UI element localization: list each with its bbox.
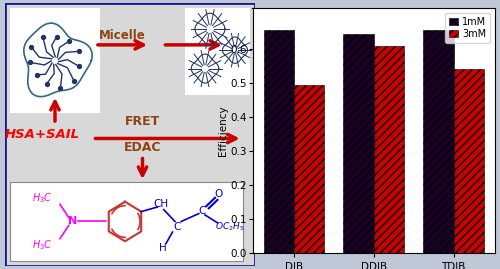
Text: C: C (174, 222, 181, 232)
Text: Micelle: Micelle (99, 29, 146, 42)
Text: EDAC: EDAC (124, 141, 161, 154)
Legend: 1mM, 3mM: 1mM, 3mM (444, 13, 490, 43)
Bar (294, 84, 324, 253)
Bar (344, 34, 374, 253)
FancyBboxPatch shape (10, 182, 242, 261)
Text: H: H (158, 243, 166, 253)
Text: $OC_2H_5$: $OC_2H_5$ (215, 221, 245, 233)
FancyBboxPatch shape (185, 8, 250, 95)
Text: N: N (68, 217, 77, 226)
Bar (374, 46, 404, 253)
Text: C: C (199, 206, 206, 216)
Text: O: O (214, 189, 223, 199)
Text: CH: CH (154, 199, 169, 209)
Text: $H_3C$: $H_3C$ (32, 191, 53, 205)
Bar (454, 69, 484, 253)
Bar (264, 30, 294, 253)
FancyBboxPatch shape (5, 3, 255, 266)
Bar (424, 30, 454, 253)
FancyBboxPatch shape (10, 8, 100, 114)
Text: $H_3C$: $H_3C$ (32, 238, 53, 252)
Text: HSA+SAIL: HSA+SAIL (5, 128, 80, 141)
Y-axis label: Efficiency: Efficiency (218, 105, 228, 156)
Text: FRET: FRET (125, 115, 160, 128)
Polygon shape (24, 23, 92, 97)
